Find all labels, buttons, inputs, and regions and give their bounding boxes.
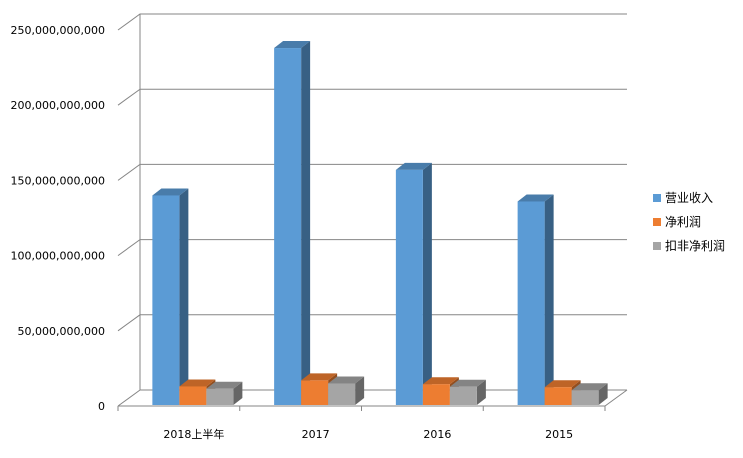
bar	[152, 188, 189, 405]
bar	[395, 162, 432, 405]
bar	[571, 383, 608, 405]
x-tick-label: 2016	[423, 428, 451, 441]
y-tick-label: 200,000,000,000	[11, 99, 105, 112]
bar	[449, 379, 486, 405]
bars	[152, 41, 608, 405]
legend-label: 扣非净利润	[665, 239, 725, 253]
y-tick-label: 50,000,000,000	[18, 325, 105, 338]
legend-swatch	[653, 218, 661, 226]
gridline	[117, 314, 627, 332]
gridline	[117, 13, 627, 31]
bar	[517, 194, 554, 405]
gridline	[117, 163, 627, 181]
legend-swatch	[653, 194, 661, 202]
gridlines	[117, 13, 627, 332]
gridline	[117, 239, 627, 257]
bar	[328, 376, 365, 405]
y-tick-label: 100,000,000,000	[11, 250, 105, 263]
x-axis-ticks: 2018上半年 2017 2016 2015	[117, 406, 606, 441]
x-tick-label: 2018上半年	[163, 427, 224, 441]
legend-label: 净利润	[665, 215, 701, 229]
legend-label: 营业收入	[665, 191, 713, 205]
y-axis-ticks: 0 50,000,000,000 100,000,000,000 150,000,00…	[11, 24, 105, 413]
y-tick-label: 0	[98, 400, 105, 413]
legend-swatch	[653, 242, 661, 250]
y-tick-label: 250,000,000,000	[11, 24, 105, 37]
x-tick-label: 2017	[302, 428, 330, 441]
bar	[274, 41, 311, 405]
bar	[206, 381, 243, 405]
x-tick-label: 2015	[545, 428, 573, 441]
y-tick-label: 150,000,000,000	[11, 174, 105, 187]
gridline	[117, 88, 627, 106]
